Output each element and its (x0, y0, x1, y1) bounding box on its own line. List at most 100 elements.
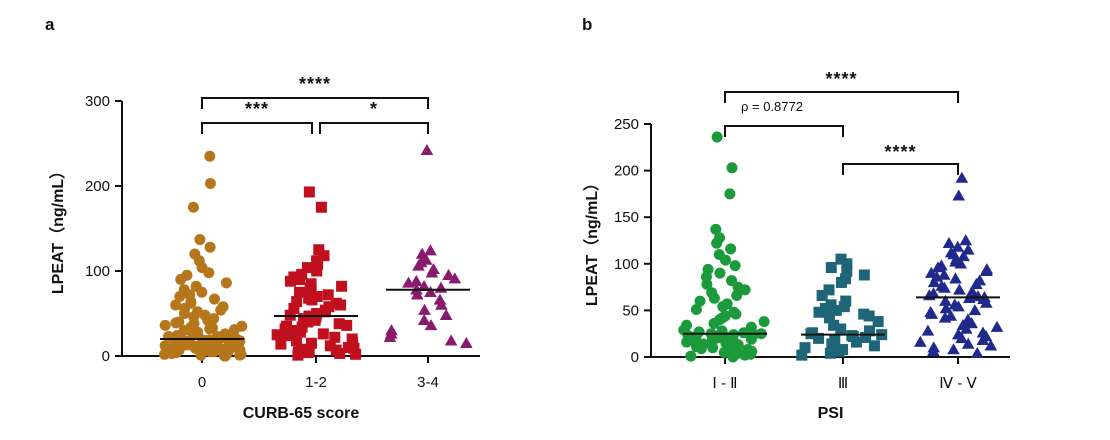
significance-bracket (724, 91, 959, 103)
y-tick-label: 0 (631, 349, 639, 366)
data-point (284, 275, 296, 287)
data-point (850, 336, 862, 348)
data-point (976, 333, 990, 345)
data-point (828, 319, 840, 331)
data-point (835, 253, 847, 265)
data-point (322, 289, 334, 301)
data-point (841, 265, 853, 277)
data-point (939, 302, 953, 314)
data-point (204, 150, 216, 162)
y-tick-label: 50 (622, 302, 639, 319)
y-tick-label: 300 (85, 93, 110, 110)
data-point (170, 317, 182, 329)
data-point (424, 285, 437, 297)
data-point (695, 343, 707, 355)
data-point (275, 338, 287, 350)
data-point (303, 186, 315, 198)
data-point (315, 201, 327, 213)
series-1 (271, 186, 362, 361)
significance-label: **** (825, 69, 857, 89)
data-point (288, 302, 300, 314)
data-point (813, 306, 825, 318)
data-point (417, 313, 431, 326)
data-point (701, 278, 713, 290)
data-point (731, 289, 743, 301)
data-point (968, 304, 982, 316)
data-point (444, 334, 458, 346)
significance-bracket (842, 163, 959, 175)
data-point (175, 274, 187, 285)
data-point (858, 269, 870, 281)
data-point (319, 306, 331, 318)
data-point (219, 350, 231, 362)
data-point (961, 243, 975, 255)
data-point (979, 296, 993, 308)
data-point (204, 241, 216, 253)
data-point (690, 303, 702, 315)
data-point (863, 310, 875, 322)
data-point (799, 342, 811, 354)
x-tick-label: 3-4 (417, 374, 439, 391)
data-point (710, 223, 722, 235)
data-point (417, 279, 431, 292)
data-point (937, 268, 951, 280)
y-tick-label: 200 (85, 178, 110, 195)
significance-label: **** (299, 74, 331, 94)
data-point (342, 342, 354, 353)
data-point (681, 336, 693, 348)
data-point (955, 171, 969, 183)
data-point (708, 317, 720, 329)
data-point (424, 319, 438, 331)
y-tick-label: 100 (85, 263, 110, 280)
data-point (984, 339, 998, 351)
data-point (953, 283, 966, 295)
y-tick-label: 150 (614, 209, 639, 226)
data-point (336, 280, 348, 292)
data-point (938, 281, 951, 293)
x-axis-title: PSI (818, 405, 844, 422)
data-point (706, 333, 718, 345)
data-point (420, 143, 434, 156)
data-point (729, 260, 741, 272)
data-point (460, 336, 473, 348)
data-point (952, 300, 965, 312)
data-point (726, 162, 738, 174)
data-point (939, 294, 952, 306)
data-point (951, 240, 965, 252)
data-point (938, 311, 952, 323)
significance-label: * (370, 99, 378, 119)
data-point (745, 333, 757, 345)
data-point (402, 276, 415, 288)
data-point (959, 234, 973, 246)
data-point (727, 351, 739, 363)
data-point (309, 314, 321, 326)
x-tick-label: Ⅰ - Ⅱ (712, 375, 737, 392)
y-axis-title: LPEAT（ng/mL） (49, 163, 67, 294)
data-point (174, 291, 186, 302)
x-tick-label: Ⅳ - Ⅴ (939, 375, 977, 392)
data-point (707, 342, 719, 354)
significance-label: **** (884, 142, 916, 162)
y-tick-label: 0 (102, 348, 110, 365)
significance-label: *** (245, 99, 269, 119)
data-point (204, 177, 216, 189)
series-2 (913, 171, 1004, 359)
data-point (318, 250, 330, 262)
data-point (927, 345, 940, 357)
data-point (312, 258, 324, 270)
series-0 (678, 131, 770, 363)
data-point (302, 316, 314, 328)
data-point (418, 303, 431, 315)
data-point (825, 262, 837, 274)
x-axis-title: CURB-65 score (243, 405, 360, 422)
data-point (724, 188, 736, 200)
data-point (847, 330, 859, 342)
data-point (205, 346, 217, 358)
data-point (409, 274, 423, 286)
data-point (291, 296, 303, 308)
data-point (290, 335, 302, 347)
y-axis-title: LPEAT（ng/mL） (583, 175, 601, 306)
data-point (341, 319, 353, 331)
data-point (324, 340, 336, 352)
